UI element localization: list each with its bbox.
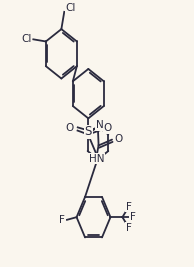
Text: HN: HN [89, 154, 104, 164]
Text: Cl: Cl [21, 34, 31, 44]
Text: N: N [96, 120, 103, 130]
Text: F: F [59, 215, 65, 225]
Text: F: F [126, 202, 132, 211]
Text: S: S [85, 125, 92, 138]
Text: O: O [65, 123, 73, 134]
Text: F: F [126, 223, 132, 233]
Text: F: F [130, 212, 135, 222]
Text: O: O [103, 123, 112, 134]
Text: Cl: Cl [65, 3, 76, 13]
Text: O: O [114, 134, 123, 144]
